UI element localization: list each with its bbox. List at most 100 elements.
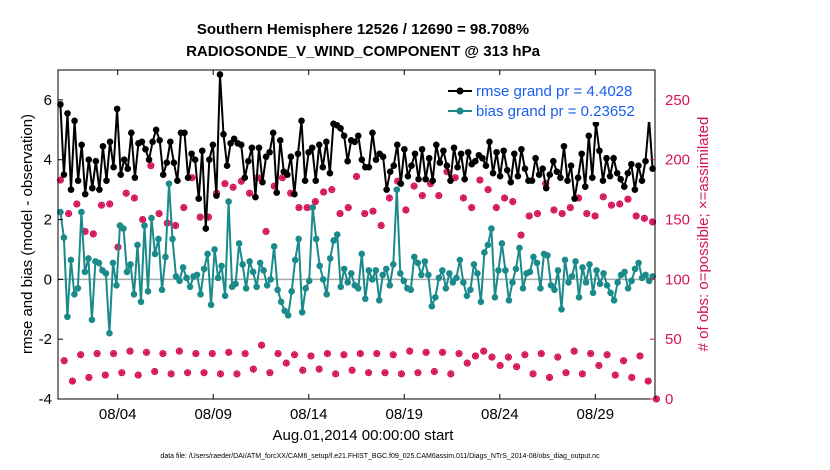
obs-assimilated-marker bbox=[641, 215, 648, 222]
bias-point bbox=[565, 279, 572, 286]
rmse-point bbox=[202, 225, 210, 232]
rmse-point bbox=[557, 174, 564, 181]
bias-point bbox=[337, 283, 345, 291]
bias-point bbox=[421, 258, 429, 265]
y-tick-label: -2 bbox=[39, 331, 52, 348]
obs-assimilated-marker bbox=[386, 194, 393, 202]
obs-assimilated-marker bbox=[176, 347, 183, 355]
obs-assimilated-marker bbox=[61, 357, 68, 364]
x-axis-label: Aug.01,2014 00:00:00 start bbox=[273, 427, 455, 444]
rmse-point bbox=[227, 139, 234, 147]
bias-point bbox=[621, 268, 628, 276]
obs-assimilated-marker bbox=[484, 186, 492, 193]
bias-point bbox=[225, 198, 232, 205]
obs-assimilated-marker bbox=[591, 212, 599, 220]
bias-point bbox=[537, 285, 544, 292]
obs-assimilated-marker bbox=[147, 162, 155, 169]
rmse-point bbox=[167, 138, 174, 146]
bias-point bbox=[253, 283, 260, 291]
bias-point bbox=[526, 268, 534, 276]
rmse-point bbox=[571, 195, 578, 202]
obs-assimilated-marker bbox=[106, 200, 113, 208]
obs-assimilated-marker bbox=[394, 178, 401, 185]
bias-point bbox=[249, 268, 257, 276]
obs-assimilated-marker bbox=[422, 349, 430, 356]
bias-point bbox=[260, 267, 267, 274]
bias-point bbox=[449, 279, 457, 286]
bias-point bbox=[193, 271, 201, 279]
rmse-point bbox=[500, 147, 507, 155]
obs-assimilated-marker bbox=[340, 351, 348, 358]
bias-point bbox=[442, 285, 450, 292]
bias-point bbox=[463, 292, 471, 300]
bias-point bbox=[144, 288, 152, 295]
rmse-point bbox=[599, 177, 607, 184]
rmse-point bbox=[198, 147, 206, 155]
obs-assimilated-marker bbox=[636, 352, 644, 360]
rmse-point bbox=[284, 171, 291, 178]
bias-point bbox=[81, 268, 89, 276]
rmse-point bbox=[103, 177, 110, 184]
obs-assimilated-marker bbox=[274, 350, 282, 357]
bias-point bbox=[631, 265, 639, 273]
rmse-point bbox=[358, 156, 366, 164]
rmse-point bbox=[574, 174, 582, 181]
bias-point bbox=[344, 279, 352, 286]
bias-point bbox=[607, 289, 614, 297]
obs-assimilated-marker bbox=[262, 228, 270, 235]
bias-point bbox=[610, 297, 618, 304]
bias-point bbox=[242, 285, 250, 292]
bias-point bbox=[102, 270, 110, 277]
obs-assimilated-marker bbox=[225, 349, 232, 356]
obs-assimilated-marker bbox=[414, 369, 422, 376]
bias-point bbox=[389, 261, 397, 268]
rmse-point bbox=[252, 193, 259, 201]
bias-point bbox=[340, 265, 348, 273]
bias-point bbox=[589, 289, 597, 297]
bias-point bbox=[593, 267, 600, 274]
obs-assimilated-marker bbox=[455, 350, 463, 357]
obs-assimilated-marker bbox=[472, 352, 479, 360]
bias-point bbox=[435, 274, 443, 282]
y-right-tick-label: 100 bbox=[665, 271, 690, 288]
rmse-point bbox=[379, 153, 387, 161]
obs-assimilated-marker bbox=[558, 210, 566, 217]
obs-assimilated-marker bbox=[90, 230, 97, 238]
rmse-point bbox=[550, 157, 557, 165]
rmse-point bbox=[464, 148, 472, 156]
bias-point bbox=[361, 295, 369, 303]
rmse-point bbox=[408, 162, 415, 170]
obs-assimilated-marker bbox=[93, 350, 101, 357]
rmse-point bbox=[546, 171, 554, 178]
bias-point bbox=[235, 240, 243, 247]
y-tick-label: 4 bbox=[44, 152, 52, 169]
rmse-point bbox=[567, 162, 575, 170]
obs-assimilated-marker bbox=[460, 194, 467, 202]
bias-point bbox=[207, 301, 215, 309]
obs-assimilated-marker bbox=[398, 370, 405, 378]
bias-point bbox=[169, 235, 176, 243]
rmse-point bbox=[326, 169, 334, 177]
bias-point bbox=[561, 256, 569, 264]
rmse-point bbox=[450, 144, 458, 152]
rmse-point bbox=[188, 150, 195, 158]
rmse-point bbox=[99, 142, 107, 150]
rmse-point bbox=[156, 136, 163, 144]
obs-assimilated-marker bbox=[365, 369, 372, 376]
x-tick-label: 08/19 bbox=[385, 406, 423, 423]
rmse-point bbox=[262, 153, 270, 161]
obs-assimilated-marker bbox=[468, 204, 475, 211]
rmse-point bbox=[255, 144, 263, 152]
obs-assimilated-marker bbox=[612, 371, 619, 379]
bias-point bbox=[141, 222, 148, 229]
bias-point bbox=[628, 277, 635, 285]
obs-assimilated-marker bbox=[554, 353, 561, 361]
obs-assimilated-marker bbox=[110, 350, 117, 357]
rmse-point bbox=[418, 145, 426, 153]
obs-assimilated-marker bbox=[324, 350, 331, 357]
x-tick-label: 08/09 bbox=[194, 406, 232, 423]
obs-assimilated-marker bbox=[600, 193, 607, 201]
rmse-point bbox=[287, 153, 295, 161]
rmse-point bbox=[216, 71, 224, 78]
bias-point bbox=[397, 270, 404, 277]
